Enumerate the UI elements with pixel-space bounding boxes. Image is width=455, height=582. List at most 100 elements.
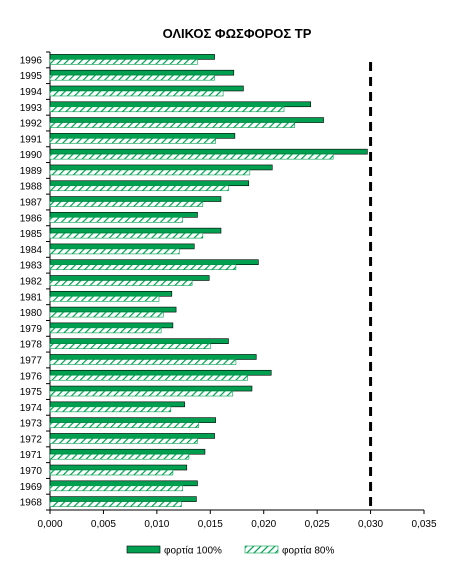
bar-series-100 bbox=[49, 148, 368, 155]
y-tick-label: 1992 bbox=[20, 119, 43, 130]
bar-series-100 bbox=[49, 259, 259, 266]
y-tick-label: 1987 bbox=[20, 198, 43, 209]
bar-series-80 bbox=[49, 343, 211, 349]
legend-swatch-80 bbox=[244, 545, 279, 554]
y-tick-label: 1982 bbox=[20, 277, 43, 288]
bar-series-100 bbox=[49, 85, 244, 92]
y-tick-label: 1971 bbox=[20, 450, 43, 461]
bar-series-100 bbox=[49, 464, 188, 471]
bar-series-100 bbox=[49, 417, 216, 423]
y-tick-label: 1993 bbox=[20, 103, 43, 114]
bar-series-100 bbox=[49, 164, 273, 171]
bar-series-80 bbox=[49, 311, 164, 318]
bar-series-100 bbox=[49, 433, 215, 439]
bar-series-100 bbox=[49, 401, 185, 408]
bar-series-80 bbox=[49, 138, 216, 144]
y-tick-label: 1994 bbox=[20, 87, 43, 98]
bar-series-100 bbox=[49, 275, 210, 281]
y-tick-label: 1984 bbox=[20, 245, 43, 256]
bar-series-80 bbox=[49, 90, 224, 97]
legend-label-100: φορτία 100% bbox=[164, 545, 222, 557]
bar-series-100 bbox=[49, 133, 236, 139]
bar-series-100 bbox=[49, 290, 173, 297]
bar-series-80 bbox=[49, 501, 182, 507]
bar-series-80 bbox=[49, 295, 160, 302]
x-tick-label: 0,015 bbox=[198, 519, 223, 530]
bar-series-80 bbox=[49, 422, 199, 428]
bar-series-80 bbox=[49, 438, 198, 444]
bar-series-100 bbox=[49, 69, 235, 76]
y-tick-label: 1973 bbox=[20, 419, 43, 430]
bar-series-100 bbox=[49, 180, 250, 187]
bar-series-100 bbox=[49, 227, 222, 234]
y-tick-label: 1980 bbox=[20, 308, 43, 319]
bar-series-100 bbox=[49, 354, 257, 360]
x-tick-label: 0,035 bbox=[411, 519, 436, 530]
y-tick-label: 1977 bbox=[20, 355, 43, 366]
chart-title: ΟΛΙΚΟΣ ΦΩΣΦΟΡΟΣ TP bbox=[163, 26, 312, 41]
y-tick-label: 1983 bbox=[20, 261, 43, 272]
bar-series-80 bbox=[49, 359, 237, 365]
bar-series-100 bbox=[49, 385, 253, 392]
bar-series-80 bbox=[49, 185, 229, 192]
bar-series-100 bbox=[49, 448, 206, 455]
y-tick-label: 1979 bbox=[20, 324, 43, 335]
bar-series-100 bbox=[49, 496, 197, 502]
bar-series-80 bbox=[49, 406, 172, 413]
bar-series-80 bbox=[49, 469, 174, 476]
x-tick-label: 0,030 bbox=[358, 519, 383, 530]
bar-series-80 bbox=[49, 453, 190, 460]
bar-series-100 bbox=[49, 369, 272, 376]
bar-series-100 bbox=[49, 101, 312, 108]
y-tick-label: 1968 bbox=[20, 498, 43, 509]
bar-series-80 bbox=[49, 232, 204, 239]
bar-series-80 bbox=[49, 374, 248, 381]
bar-series-80 bbox=[49, 106, 285, 113]
bar-series-80 bbox=[49, 280, 193, 286]
bar-series-80 bbox=[49, 264, 237, 271]
bar-series-100 bbox=[49, 117, 324, 123]
bar-series-80 bbox=[49, 201, 204, 207]
bar-series-100 bbox=[49, 306, 177, 313]
bar-series-100 bbox=[49, 243, 195, 250]
bar-series-100 bbox=[49, 54, 215, 60]
bar-series-80 bbox=[49, 122, 296, 128]
x-tick-label: 0,020 bbox=[251, 519, 276, 530]
legend-swatch-100 bbox=[126, 545, 161, 554]
y-tick-label: 1976 bbox=[20, 371, 43, 382]
legend: φορτία 100% φορτία 80% bbox=[126, 545, 334, 557]
y-tick-label: 1972 bbox=[20, 434, 43, 445]
plot-area: 0,000 0,005 0,010 0,015 0,020 0,025 0,030 0,035… bbox=[20, 51, 437, 530]
y-tick-label: 1985 bbox=[20, 229, 43, 240]
y-tick-label: 1995 bbox=[20, 71, 43, 82]
bar-series-80 bbox=[49, 327, 162, 334]
bar-series-100 bbox=[49, 212, 198, 218]
x-tick-label: 0,010 bbox=[144, 519, 169, 530]
x-tick-label: 0,005 bbox=[91, 519, 116, 530]
y-tick-label: 1986 bbox=[20, 213, 43, 224]
bar-series-80 bbox=[49, 248, 180, 255]
bar-series-80 bbox=[49, 59, 198, 65]
bar-series-100 bbox=[49, 322, 174, 329]
bar-series-80 bbox=[49, 485, 183, 492]
y-tick-label: 1990 bbox=[20, 150, 43, 161]
y-tick-label: 1969 bbox=[20, 482, 43, 493]
bar-series-80 bbox=[49, 390, 234, 397]
y-tick-label: 1991 bbox=[20, 134, 43, 145]
y-tick-label: 1996 bbox=[20, 55, 43, 66]
y-tick-label: 1978 bbox=[20, 340, 43, 351]
y-tick-label: 1981 bbox=[20, 292, 43, 303]
bar-series-100 bbox=[49, 338, 229, 344]
x-tick-label: 0,025 bbox=[305, 519, 330, 530]
y-tick-label: 1975 bbox=[20, 387, 43, 398]
y-tick-label: 1970 bbox=[20, 466, 43, 477]
bar-series-100 bbox=[49, 480, 198, 487]
bar-series-80 bbox=[49, 153, 334, 160]
bar-series-100 bbox=[49, 196, 222, 202]
x-tick-label: 0,000 bbox=[37, 519, 62, 530]
y-tick-label: 1988 bbox=[20, 182, 43, 193]
bar-series-80 bbox=[49, 217, 183, 223]
y-tick-label: 1989 bbox=[20, 166, 43, 177]
legend-label-80: φορτία 80% bbox=[282, 545, 334, 557]
